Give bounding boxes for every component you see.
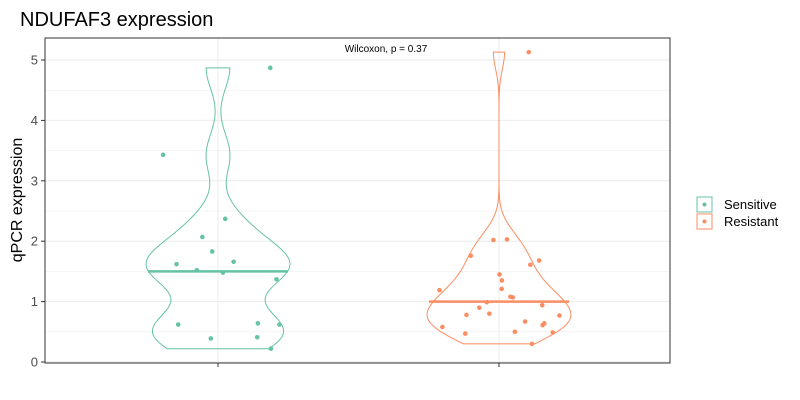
panel-border bbox=[44, 37, 671, 364]
y-tick-label: 4 bbox=[31, 113, 38, 128]
data-point-sensitive bbox=[277, 322, 282, 327]
data-point-resistant bbox=[462, 331, 468, 336]
legend-point-sensitive bbox=[702, 202, 707, 207]
data-point-sensitive bbox=[222, 216, 228, 222]
data-point-resistant bbox=[539, 302, 545, 308]
median-lines bbox=[148, 270, 569, 303]
y-tick-label: 5 bbox=[31, 53, 38, 68]
data-point-resistant bbox=[464, 312, 469, 318]
data-point-resistant bbox=[437, 287, 442, 293]
y-axis-label: qPCR expression bbox=[9, 138, 26, 263]
data-point-resistant bbox=[529, 341, 535, 347]
y-axis: 0 1 2 3 4 5 bbox=[31, 53, 45, 370]
data-point-sensitive bbox=[254, 334, 260, 340]
y-tick-label: 1 bbox=[31, 294, 38, 309]
data-point-resistant bbox=[512, 329, 518, 335]
data-point-resistant bbox=[440, 324, 445, 330]
data-point-resistant bbox=[468, 253, 474, 258]
data-point-sensitive bbox=[174, 261, 179, 267]
data-point-resistant bbox=[536, 258, 542, 263]
y-tick-label: 3 bbox=[31, 173, 38, 188]
data-point-resistant bbox=[504, 237, 510, 242]
y-tick-label: 2 bbox=[31, 234, 38, 249]
legend-label-sensitive: Sensitive bbox=[724, 197, 777, 212]
data-point-resistant bbox=[528, 262, 533, 268]
data-point-sensitive bbox=[255, 321, 261, 326]
data-point-resistant bbox=[476, 305, 482, 310]
data-point-sensitive bbox=[209, 249, 215, 254]
chart-title: NDUFAF3 expression bbox=[20, 9, 213, 31]
data-point-resistant bbox=[510, 295, 516, 300]
violins bbox=[145, 51, 572, 350]
data-point-resistant bbox=[487, 311, 492, 316]
panel-background bbox=[45, 38, 670, 363]
data-point-sensitive bbox=[200, 234, 205, 240]
data-points bbox=[160, 49, 562, 352]
legend-point-resistant bbox=[702, 219, 707, 224]
data-point-resistant bbox=[550, 330, 556, 335]
legend: Sensitive Resistant bbox=[696, 196, 779, 230]
violin-resistant bbox=[426, 51, 572, 345]
data-point-sensitive bbox=[274, 276, 279, 282]
data-point-sensitive bbox=[231, 259, 236, 265]
data-point-sensitive bbox=[208, 336, 214, 341]
plot-panel bbox=[44, 37, 671, 364]
data-point-resistant bbox=[557, 313, 562, 318]
data-point-sensitive bbox=[175, 322, 181, 327]
violin-sensitive bbox=[145, 67, 291, 350]
data-point-resistant bbox=[522, 319, 528, 324]
data-point-sensitive bbox=[267, 65, 273, 71]
test-annotation: Wilcoxon, p = 0.37 bbox=[345, 44, 428, 55]
legend-label-resistant: Resistant bbox=[724, 214, 779, 229]
y-tick-label: 0 bbox=[31, 355, 38, 370]
x-axis bbox=[217, 363, 500, 367]
data-point-resistant bbox=[499, 278, 505, 283]
data-point-resistant bbox=[540, 322, 545, 328]
data-point-resistant bbox=[491, 237, 496, 243]
data-point-sensitive bbox=[268, 346, 274, 352]
data-point-sensitive bbox=[160, 152, 166, 158]
data-point-resistant bbox=[497, 272, 502, 277]
data-point-resistant bbox=[499, 286, 505, 292]
data-point-resistant bbox=[526, 49, 532, 55]
grid-lines bbox=[45, 38, 670, 363]
